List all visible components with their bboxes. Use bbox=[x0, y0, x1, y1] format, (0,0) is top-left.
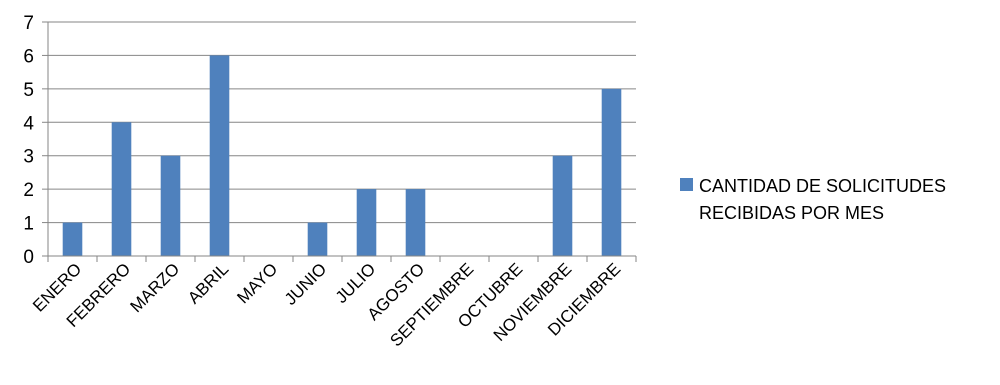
legend-label: CANTIDAD DE SOLICITUDES RECIBIDAS POR ME… bbox=[699, 176, 947, 223]
y-tick-label: 1 bbox=[23, 214, 34, 235]
x-tick-label: MAYO bbox=[233, 259, 281, 307]
bar-marzo bbox=[160, 155, 181, 256]
bar-abril bbox=[209, 55, 230, 256]
bar-febrero bbox=[111, 122, 132, 257]
x-tick-label: JULIO bbox=[332, 259, 380, 307]
bar-junio bbox=[307, 222, 328, 256]
axes bbox=[47, 22, 637, 262]
bar-noviembre bbox=[552, 155, 573, 256]
y-tick-label: 4 bbox=[23, 113, 34, 134]
x-tick-label: JUNIO bbox=[281, 259, 330, 308]
gridlines bbox=[42, 21, 636, 257]
bar-agosto bbox=[405, 189, 426, 256]
bar-enero bbox=[62, 222, 83, 256]
x-tick-label: ABRIL bbox=[184, 259, 232, 307]
y-tick-label: 0 bbox=[23, 247, 34, 268]
y-tick-label: 3 bbox=[23, 147, 34, 168]
x-tick-label: MARZO bbox=[126, 259, 183, 316]
legend: CANTIDAD DE SOLICITUDES RECIBIDAS POR ME… bbox=[680, 173, 999, 227]
y-tick-label: 2 bbox=[23, 180, 34, 201]
bars bbox=[62, 55, 622, 257]
y-tick-labels: 0 1 2 3 4 5 6 7 bbox=[23, 13, 34, 268]
bar-diciembre bbox=[601, 88, 622, 256]
y-tick-label: 5 bbox=[23, 80, 34, 101]
y-tick-label: 7 bbox=[23, 13, 34, 34]
legend-swatch bbox=[680, 178, 693, 191]
y-tick-label: 6 bbox=[23, 46, 34, 67]
bar-julio bbox=[356, 189, 377, 256]
